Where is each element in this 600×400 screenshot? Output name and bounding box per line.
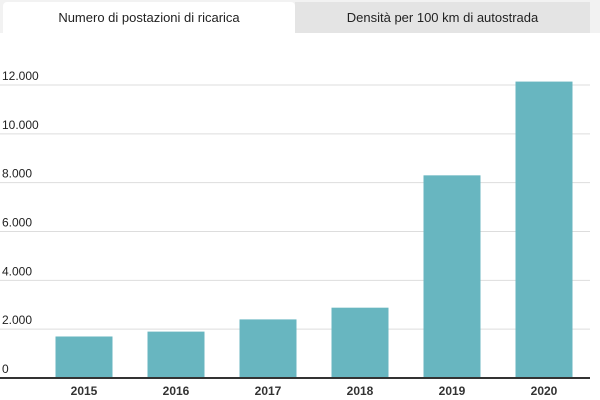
tab-numero-postazioni[interactable]: Numero di postazioni di ricarica <box>3 2 295 33</box>
x-tick-label: 2015 <box>71 384 98 398</box>
y-tick-label: 10.000 <box>2 118 39 132</box>
y-tick-label: 2.000 <box>2 313 32 327</box>
bar-2020 <box>515 81 573 378</box>
y-tick-label: 0 <box>2 362 9 376</box>
y-tick-label: 12.000 <box>2 69 39 83</box>
x-tick-label: 2017 <box>255 384 282 398</box>
x-tick-label: 2016 <box>163 384 190 398</box>
bar-2015 <box>55 336 113 378</box>
y-tick-label: 4.000 <box>2 264 32 278</box>
tab-densita-autostrada[interactable]: Densità per 100 km di autostrada <box>295 2 590 33</box>
x-tick-label: 2019 <box>439 384 466 398</box>
x-tick-label: 2020 <box>531 384 558 398</box>
bar-2019 <box>423 175 481 378</box>
bar-2016 <box>147 331 205 378</box>
x-tick-label: 2018 <box>347 384 374 398</box>
tab-bar: Numero di postazioni di ricarica Densità… <box>0 0 600 33</box>
bar-2017 <box>239 319 297 378</box>
y-tick-label: 6.000 <box>2 216 32 230</box>
bar-2018 <box>331 307 389 378</box>
y-tick-label: 8.000 <box>2 167 32 181</box>
